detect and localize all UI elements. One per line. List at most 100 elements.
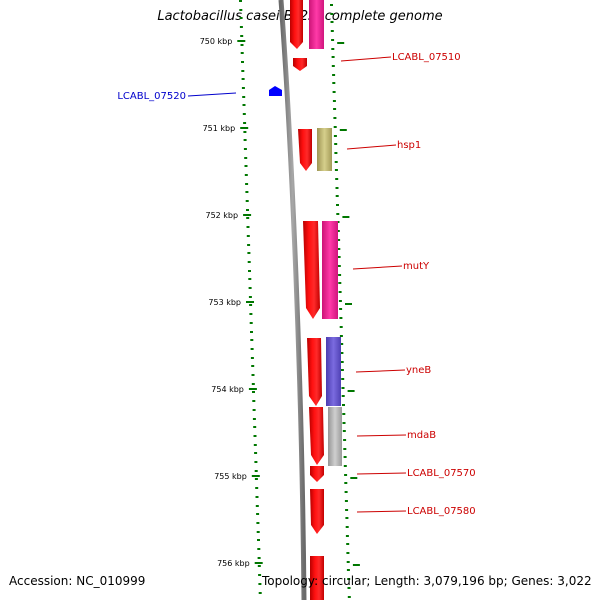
minor-tick	[257, 548, 261, 550]
cds-feature-muty[interactable]	[303, 221, 320, 319]
outer-ring-tick	[330, 4, 333, 6]
minor-tick	[251, 365, 255, 367]
gene-label-lcabl-07520[interactable]: LCABL_07520	[117, 91, 186, 102]
minor-tick	[244, 157, 248, 159]
outer-ring-tick	[341, 378, 345, 380]
leader-yneb	[355, 369, 406, 373]
cds-feature-lcabl-07510-end[interactable]	[293, 58, 307, 71]
minor-tick	[243, 148, 247, 150]
outer-major-tick	[347, 390, 355, 392]
minor-tick	[252, 400, 256, 402]
minor-tick	[242, 113, 246, 115]
outer-ring-tick	[336, 230, 340, 232]
minor-tick	[252, 409, 256, 411]
outer-ring-tick	[342, 413, 346, 415]
minor-tick	[257, 539, 260, 541]
minor-tick	[257, 565, 261, 567]
category-mdab[interactable]	[328, 407, 342, 466]
minor-tick	[248, 278, 252, 280]
cds-feature-next[interactable]	[310, 556, 324, 600]
category-track	[309, 0, 342, 466]
outer-ring-tick	[340, 343, 344, 345]
outer-ring-tick	[344, 500, 348, 502]
cds-feature-mdab[interactable]	[309, 407, 324, 465]
minor-tick	[255, 487, 259, 489]
outer-ring-tick	[346, 543, 350, 545]
major-tick	[254, 562, 263, 564]
outer-ring-tick	[347, 596, 351, 598]
minor-tick	[254, 470, 258, 472]
outer-ring-tick	[343, 439, 347, 441]
outer-ring-tick	[342, 422, 346, 424]
outer-ring-tick	[331, 39, 335, 41]
minor-tick	[245, 200, 249, 202]
minor-tick	[249, 322, 253, 324]
minor-tick	[254, 452, 258, 454]
outer-ring-tick	[339, 335, 343, 337]
gene-label-hsp1[interactable]: hsp1	[397, 140, 421, 151]
outer-ring-tick	[339, 326, 343, 328]
outer-ring-tick	[341, 395, 345, 397]
outer-ring-tick	[334, 152, 338, 154]
cds-feature-lcabl-07570[interactable]	[310, 466, 324, 482]
gene-label-lcabl-07580[interactable]: LCABL_07580	[407, 506, 476, 517]
cds-feature-lcabl-07520[interactable]	[269, 86, 282, 96]
minor-tick	[250, 331, 253, 333]
minor-tick	[253, 426, 257, 428]
gene-label-lcabl-07570[interactable]: LCABL_07570	[407, 468, 476, 479]
outer-ring-tick	[332, 100, 336, 102]
gene-labels: LCABL_07510 LCABL_07520 hsp1 mutY yneB m…	[117, 52, 475, 517]
outer-ring-tick	[347, 578, 351, 580]
minor-tick	[250, 339, 254, 341]
minor-tick	[258, 574, 262, 576]
minor-tick	[248, 270, 251, 272]
outer-ring-tick	[341, 387, 345, 389]
minor-tick	[246, 235, 250, 237]
minor-tick	[240, 52, 244, 54]
outer-ring-tick	[338, 291, 342, 293]
category-hsp1[interactable]	[317, 128, 332, 171]
accession-text: Accession: NC_010999	[9, 574, 146, 588]
outer-ring-tick	[345, 509, 349, 511]
outer-ring-tick	[343, 448, 347, 450]
outer-major-tick	[352, 564, 360, 566]
outer-ring-tick	[346, 569, 350, 571]
minor-tick	[254, 461, 258, 463]
scale-label-755: 755 kbp	[214, 472, 247, 481]
outer-ring-tick	[346, 552, 350, 554]
outer-ring-tick	[345, 517, 349, 519]
minor-tick	[249, 304, 253, 306]
gene-label-muty[interactable]: mutY	[403, 261, 430, 272]
outer-ring-tick	[337, 239, 341, 241]
outer-ring-tick	[333, 135, 337, 137]
minor-tick	[239, 0, 242, 2]
minor-tick	[248, 287, 252, 289]
gene-label-lcabl-07510[interactable]: LCABL_07510	[392, 52, 461, 63]
outer-ring-tick	[347, 587, 351, 589]
minor-tick	[239, 9, 243, 11]
cds-feature-yneb[interactable]	[307, 338, 322, 406]
cds-feature-hsp1[interactable]	[298, 129, 312, 171]
outer-ring-tick	[345, 535, 349, 537]
outer-ring-tick	[337, 256, 341, 258]
minor-tick	[250, 357, 254, 359]
outer-major-tick	[350, 477, 358, 479]
gene-label-yneb[interactable]: yneB	[406, 365, 431, 376]
leader-muty	[352, 265, 403, 270]
minor-tick	[241, 87, 245, 89]
minor-tick	[242, 104, 246, 106]
category-yneb[interactable]	[326, 337, 341, 406]
outer-ring-tick	[344, 474, 348, 476]
cds-feature-lcabl-07510[interactable]	[290, 0, 303, 49]
minor-tick	[239, 17, 243, 19]
cds-feature-lcabl-07580[interactable]	[310, 489, 324, 534]
minor-tick	[241, 78, 245, 80]
category-lcabl-07510[interactable]	[309, 0, 324, 49]
outer-ring-tick	[330, 30, 334, 32]
gene-label-mdab[interactable]: mdaB	[407, 430, 436, 441]
outer-ring-tick	[332, 82, 336, 84]
minor-tick	[256, 531, 260, 533]
minor-tick	[252, 391, 255, 393]
category-muty[interactable]	[322, 221, 338, 319]
minor-tick	[240, 35, 244, 37]
